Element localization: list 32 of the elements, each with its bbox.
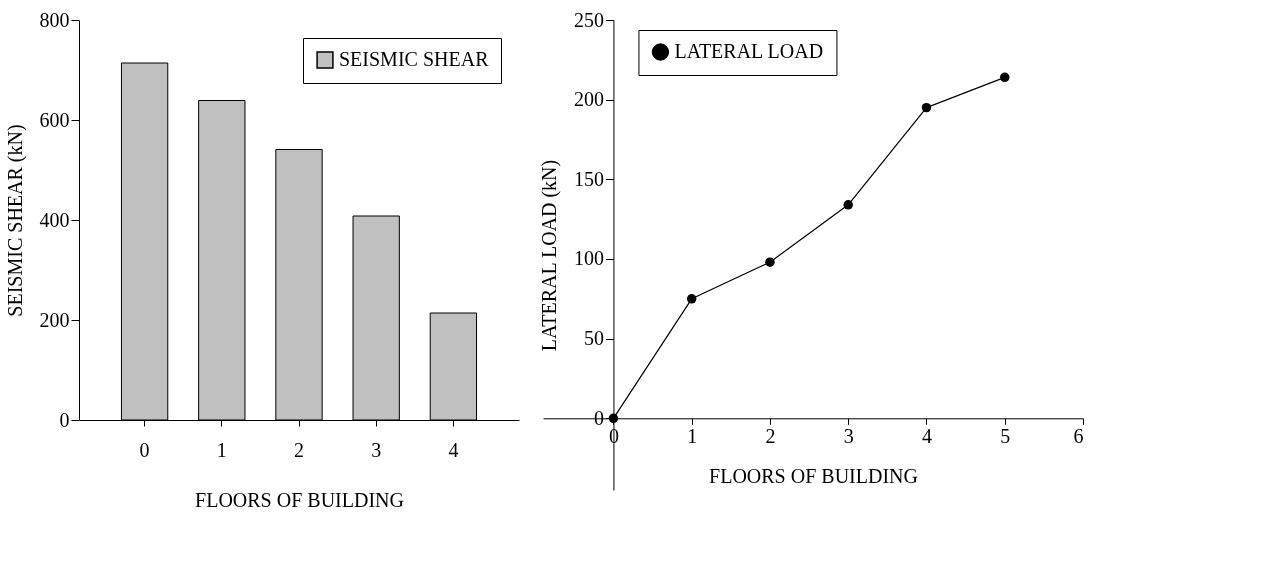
x-tick-label: 4 xyxy=(448,438,459,461)
x-tick-label: 4 xyxy=(921,424,932,447)
x-tick-label: 0 xyxy=(139,438,150,461)
y-tick-label: 100 xyxy=(573,247,604,270)
y-tick-label: 800 xyxy=(39,8,70,31)
point xyxy=(1000,72,1010,83)
point xyxy=(843,200,853,210)
legend-label: SEISMIC SHEAR xyxy=(339,48,490,70)
y-tick-label: 0 xyxy=(59,408,70,431)
x-tick-label: 2 xyxy=(294,438,304,461)
y-tick-label: 600 xyxy=(39,108,70,131)
x-tick-label: 2 xyxy=(765,424,776,447)
point xyxy=(921,102,932,113)
y-tick-label: 400 xyxy=(39,208,70,231)
y-tick-label: 250 xyxy=(573,8,604,31)
y-tick-label: 50 xyxy=(583,327,604,350)
point xyxy=(686,294,697,304)
x-tick-label: 1 xyxy=(687,424,698,447)
x-tick-label: 5 xyxy=(1000,424,1011,447)
y-axis-title: SEISMIC SHEAR (kN) xyxy=(3,124,27,317)
y-tick-label: 200 xyxy=(573,88,604,111)
x-tick-label: 1 xyxy=(216,438,227,461)
x-tick-label: 6 xyxy=(1073,424,1084,447)
y-tick-label: 150 xyxy=(573,167,604,190)
y-axis-title: LATERAL LOAD (kN) xyxy=(537,159,561,352)
point xyxy=(765,257,775,267)
x-axis-title: FLOORS OF BUILDING xyxy=(709,464,918,487)
x-axis-title: FLOORS OF BUILDING xyxy=(195,488,404,511)
x-tick-label: 3 xyxy=(371,438,382,461)
x-tick-label: 3 xyxy=(843,424,854,447)
y-tick-label: 200 xyxy=(39,308,70,331)
legend-label: LATERAL LOAD xyxy=(674,40,824,62)
